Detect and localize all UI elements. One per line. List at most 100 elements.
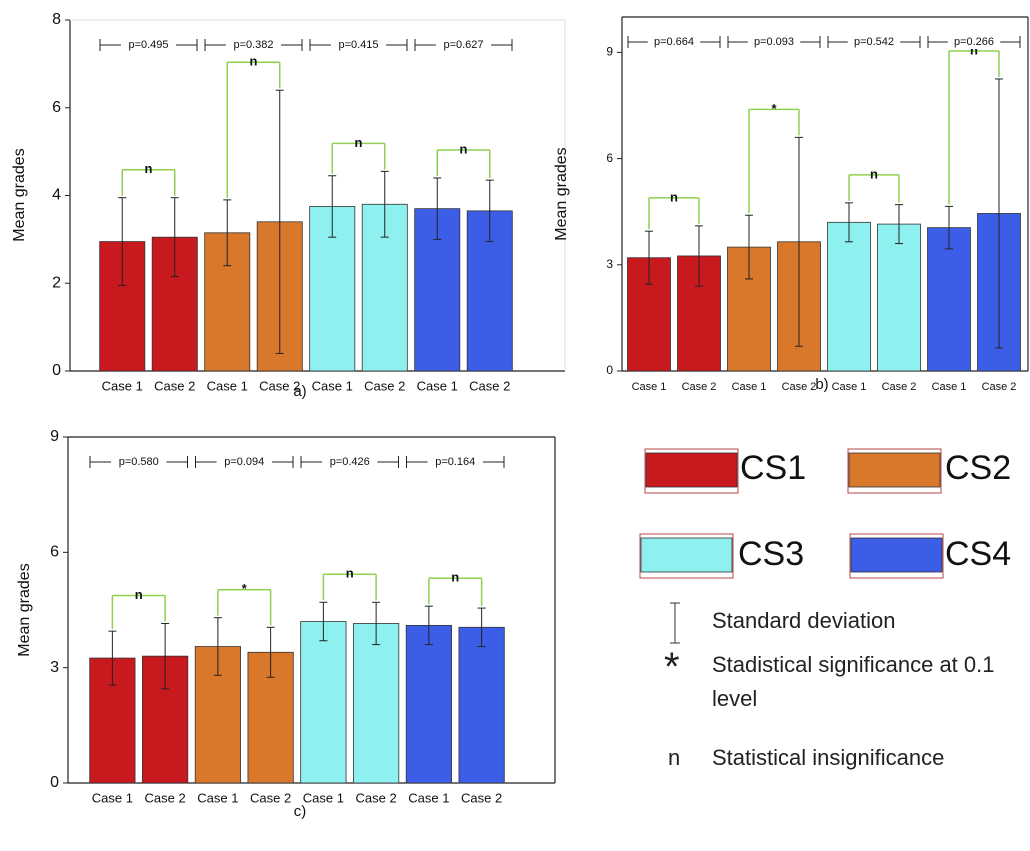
p-label: p=0.664 xyxy=(654,36,694,48)
legend-note: Statistical insignificance xyxy=(712,745,945,770)
x-tick-label: Case 1 xyxy=(102,378,143,393)
y-tick-label: 3 xyxy=(606,257,613,271)
significance: n xyxy=(970,42,978,57)
p-label: p=0.093 xyxy=(754,36,794,48)
legend-label: CS2 xyxy=(945,449,1011,487)
x-tick-label: Case 2 xyxy=(154,378,195,393)
bar xyxy=(458,626,505,784)
y-tick-label: 0 xyxy=(606,363,613,377)
x-tick-label: Case 1 xyxy=(932,381,967,393)
legend-swatch xyxy=(848,452,941,488)
caption: c) xyxy=(294,803,307,820)
p-label: p=0.542 xyxy=(854,36,894,48)
p-label: p=0.164 xyxy=(435,456,475,468)
legend-swatch xyxy=(645,452,738,488)
bar xyxy=(300,621,347,784)
y-tick-label: 8 xyxy=(52,11,61,28)
x-tick-label: Case 1 xyxy=(207,378,248,393)
x-tick-label: Case 2 xyxy=(682,381,717,393)
y-tick-label: 9 xyxy=(606,45,613,59)
y-tick-label: 6 xyxy=(50,544,59,561)
significance: n xyxy=(135,587,143,602)
p-label: p=0.580 xyxy=(119,456,159,468)
x-tick-label: Case 2 xyxy=(145,790,186,805)
y-tick-label: 6 xyxy=(52,99,61,116)
p-label-bg xyxy=(120,38,177,52)
significance: n xyxy=(670,189,678,204)
legend-label: CS3 xyxy=(738,535,804,573)
x-tick-label: Case 1 xyxy=(732,381,767,393)
p-label-bg xyxy=(330,38,387,52)
legend-symbol: * xyxy=(664,645,680,689)
x-tick-label: Case 1 xyxy=(832,381,867,393)
x-tick-label: Case 2 xyxy=(469,378,510,393)
p-label: p=0.627 xyxy=(443,39,483,51)
x-tick-label: Case 1 xyxy=(92,790,133,805)
bar xyxy=(877,223,921,372)
x-tick-label: Case 2 xyxy=(882,381,917,393)
bar xyxy=(827,221,871,372)
legend-label: CS1 xyxy=(740,449,806,487)
x-tick-label: Case 2 xyxy=(364,378,405,393)
bar xyxy=(353,623,400,784)
y-tick-label: 0 xyxy=(52,362,61,379)
y-axis-label: Mean grades xyxy=(11,148,28,241)
caption: a) xyxy=(293,383,306,400)
x-tick-label: Case 1 xyxy=(632,381,667,393)
y-tick-label: 3 xyxy=(50,659,59,676)
y-tick-label: 2 xyxy=(52,274,61,291)
caption: b) xyxy=(815,376,828,393)
x-tick-label: Case 2 xyxy=(461,790,502,805)
x-tick-label: Case 1 xyxy=(312,378,353,393)
p-label: p=0.415 xyxy=(338,39,378,51)
legend-swatch xyxy=(850,537,943,573)
x-tick-label: Case 1 xyxy=(408,790,449,805)
significance: n xyxy=(355,135,363,150)
p-label-bg xyxy=(647,35,701,49)
p-label: p=0.094 xyxy=(224,456,264,468)
legend-note: Standard deviation xyxy=(712,608,896,633)
significance: n xyxy=(250,54,258,69)
p-label: p=0.426 xyxy=(330,456,370,468)
y-tick-label: 9 xyxy=(50,428,59,445)
p-label-bg xyxy=(322,455,378,469)
p-label: p=0.495 xyxy=(128,39,168,51)
legend-note: Stadistical significance at 0.1 level xyxy=(712,652,995,711)
p-label-bg xyxy=(435,38,492,52)
p-label-bg xyxy=(225,38,282,52)
x-tick-label: Case 1 xyxy=(197,790,238,805)
significance: n xyxy=(870,166,878,181)
bar xyxy=(927,227,971,372)
x-tick-label: Case 2 xyxy=(250,790,291,805)
significance: n xyxy=(460,141,468,156)
p-label-bg xyxy=(747,35,801,49)
p-label: p=0.266 xyxy=(954,36,994,48)
x-tick-label: Case 1 xyxy=(417,378,458,393)
x-tick-label: Case 2 xyxy=(782,381,817,393)
bar xyxy=(204,232,251,372)
x-tick-label: Case 2 xyxy=(259,378,300,393)
bar xyxy=(405,624,452,784)
p-label-bg xyxy=(111,455,167,469)
y-axis-label: Mean grades xyxy=(16,563,33,656)
p-label-bg xyxy=(847,35,901,49)
legend-label: CS4 xyxy=(945,535,1011,573)
p-label: p=0.382 xyxy=(233,39,273,51)
x-tick-label: Case 1 xyxy=(303,790,344,805)
p-label-bg xyxy=(216,455,272,469)
x-tick-label: Case 2 xyxy=(356,790,397,805)
legend-symbol: n xyxy=(668,745,681,770)
p-label-bg xyxy=(947,35,1001,49)
significance: * xyxy=(242,581,248,596)
y-tick-label: 6 xyxy=(606,151,613,165)
y-tick-label: 4 xyxy=(52,187,61,204)
y-tick-label: 0 xyxy=(50,774,59,791)
significance: * xyxy=(771,101,777,116)
significance: n xyxy=(145,161,153,176)
x-tick-label: Case 2 xyxy=(982,381,1017,393)
significance: n xyxy=(346,566,354,581)
y-axis-label: Mean grades xyxy=(553,147,570,240)
legend-swatch xyxy=(640,537,733,573)
